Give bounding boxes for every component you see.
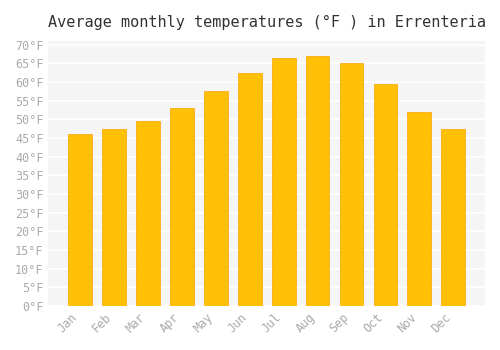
- Title: Average monthly temperatures (°F ) in Errenteria: Average monthly temperatures (°F ) in Er…: [48, 15, 486, 30]
- Bar: [68, 134, 92, 306]
- Bar: [170, 108, 194, 306]
- Bar: [408, 112, 431, 306]
- Bar: [340, 63, 363, 306]
- Bar: [306, 56, 330, 306]
- Bar: [238, 72, 262, 306]
- Bar: [136, 121, 160, 306]
- Bar: [272, 58, 295, 306]
- Bar: [442, 128, 465, 306]
- Bar: [204, 91, 228, 306]
- Bar: [102, 128, 126, 306]
- Bar: [374, 84, 398, 306]
